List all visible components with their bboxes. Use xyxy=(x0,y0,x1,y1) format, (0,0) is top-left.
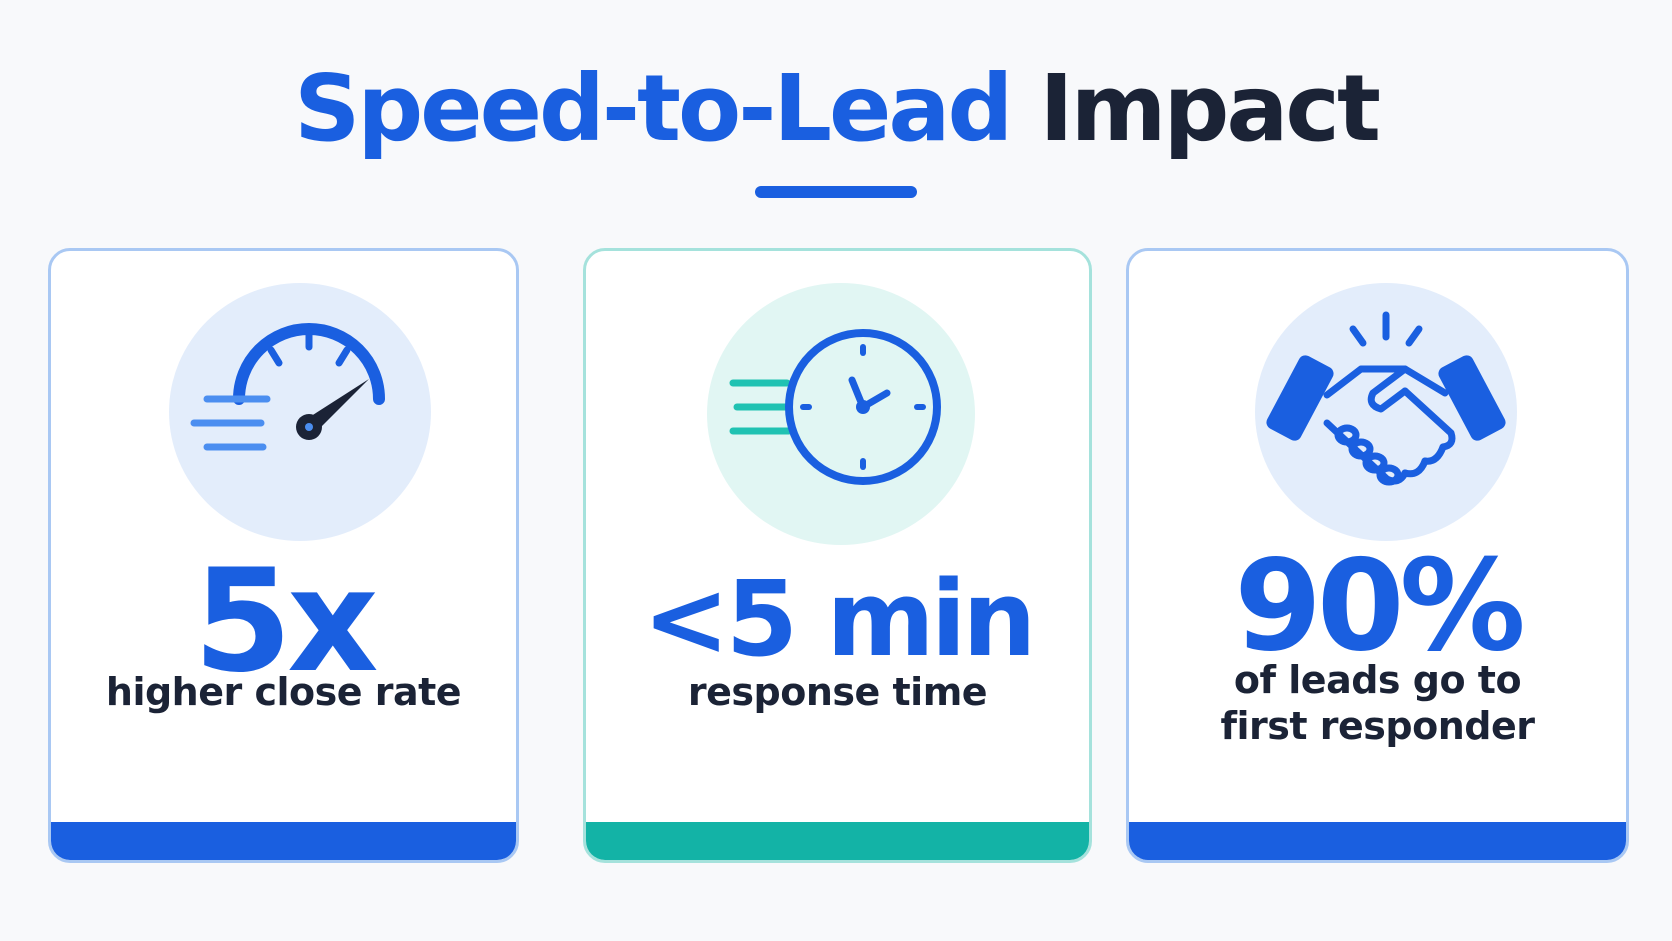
clock-icon xyxy=(729,329,941,485)
title-underline xyxy=(755,186,917,198)
stat-card-first-responder: 90% of leads go to first responder xyxy=(1126,248,1629,863)
stat-label: higher close rate xyxy=(105,670,462,714)
icon-badge xyxy=(1255,283,1517,541)
stat-value: <5 min xyxy=(642,558,1037,680)
stat-card-response-time: <5 min response time xyxy=(583,248,1092,863)
title-rest: Impact xyxy=(1039,55,1381,162)
stat-value: 90% xyxy=(1234,532,1526,679)
handshake-icon xyxy=(1266,311,1506,486)
icon-badge xyxy=(169,283,431,541)
title-accent: Speed-to-Lead xyxy=(294,55,1013,162)
stat-label: response time xyxy=(687,670,988,714)
page-title: Speed-to-Lead Impact xyxy=(0,58,1672,159)
stat-label-line-1: of leads go to xyxy=(1233,658,1522,702)
speedometer-icon xyxy=(190,323,385,451)
stat-card-close-rate: 5x higher close rate xyxy=(48,248,519,863)
card-accent-bar xyxy=(1129,822,1626,860)
card-accent-bar xyxy=(51,822,516,860)
icon-badge xyxy=(707,283,975,545)
card-accent-bar xyxy=(586,822,1089,860)
stat-label-line-2: first responder xyxy=(1220,704,1535,748)
stat-value: 5x xyxy=(193,539,378,704)
